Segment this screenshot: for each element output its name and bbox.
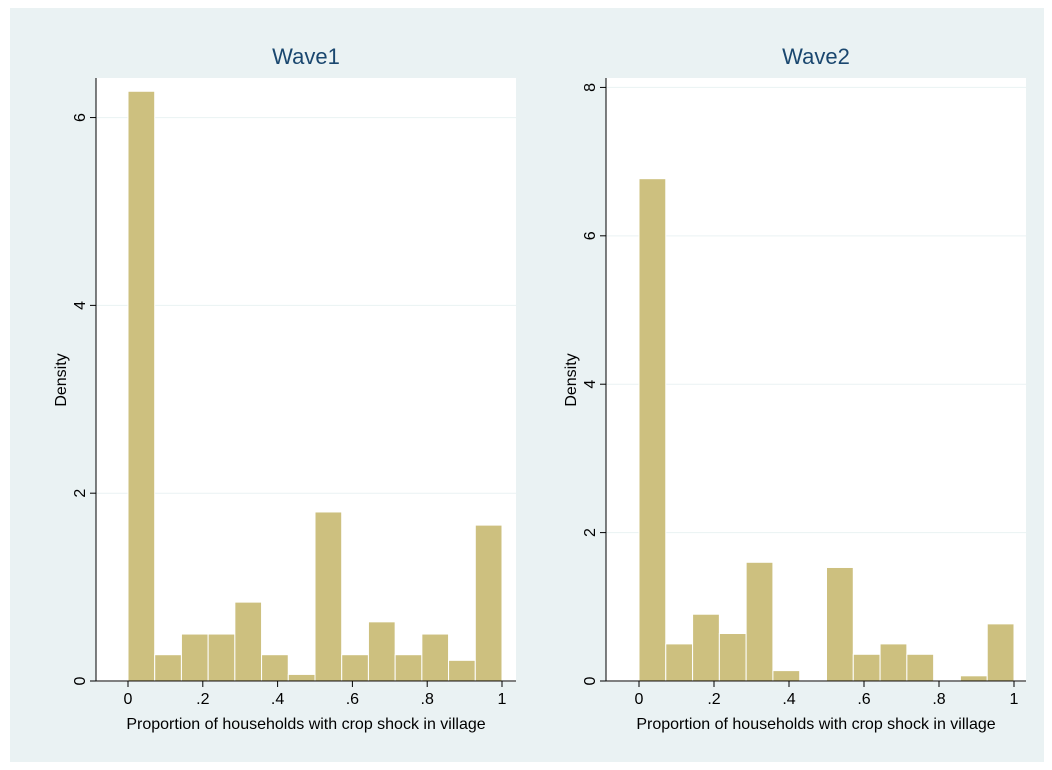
y-tick-label-wave2-4: 8 — [582, 83, 599, 92]
bar-wave1-10 — [394, 654, 423, 682]
x-tick-label-wave2-2: .4 — [782, 691, 795, 708]
y-tick-label-wave1-3: 6 — [72, 113, 89, 122]
plot-area-wave2 — [606, 78, 1026, 682]
x-tick-label-wave1-5: 1 — [498, 691, 507, 708]
bar-wave1-13 — [474, 524, 503, 682]
bar-wave2-2 — [692, 613, 720, 682]
y-tick-label-wave2-3: 6 — [582, 231, 599, 240]
x-tick-label-wave2-5: 1 — [1010, 691, 1019, 708]
x-axis-label-wave2: Proportion of households with crop shock… — [636, 716, 995, 733]
y-tick-label-wave2-0: 0 — [582, 676, 599, 685]
bar-wave2-3 — [718, 633, 747, 682]
bar-wave1-3 — [207, 633, 236, 682]
bar-wave1-6 — [287, 673, 316, 682]
y-axis-label-wave1: Density — [53, 353, 70, 406]
bar-wave2-7 — [826, 566, 854, 682]
x-tick-label-wave1-0: 0 — [124, 691, 133, 708]
bar-wave1-12 — [448, 659, 476, 682]
y-tick-label-wave2-2: 4 — [582, 380, 599, 389]
bar-wave1-11 — [421, 633, 450, 682]
bar-wave2-1 — [665, 643, 694, 682]
x-tick-label-wave2-4: .8 — [932, 691, 945, 708]
y-tick-label-wave1-0: 0 — [72, 676, 89, 685]
y-tick-label-wave2-1: 2 — [582, 528, 599, 537]
bars-wave1 — [127, 90, 503, 682]
bar-wave1-0 — [127, 90, 156, 682]
bar-wave1-4 — [234, 601, 263, 682]
axes-wave1: 0 2 4 6 0 .2 .4 .6 .8 1 — [72, 78, 516, 708]
y-axis-label-wave2: Density — [563, 353, 580, 406]
bar-wave2-10 — [906, 653, 935, 682]
panel-title-wave1: Wave1 — [272, 44, 340, 69]
bar-wave2-4 — [745, 561, 774, 682]
bar-wave1-7 — [314, 511, 343, 682]
bar-wave2-12 — [959, 675, 988, 682]
x-tick-label-wave2-0: 0 — [635, 691, 644, 708]
bar-wave1-2 — [180, 633, 209, 682]
bar-wave1-9 — [367, 621, 396, 682]
panel-wave1: 0 2 4 6 0 .2 .4 .6 .8 1 Wave1 Proportion of house… — [53, 44, 516, 733]
gridlines-wave1 — [96, 117, 516, 494]
panel-title-wave2: Wave2 — [782, 44, 850, 69]
bar-wave1-8 — [341, 654, 369, 682]
bar-wave2-13 — [986, 623, 1015, 682]
bar-wave2-5 — [772, 670, 801, 682]
bar-wave2-9 — [879, 643, 908, 682]
x-tick-label-wave2-3: .6 — [857, 691, 870, 708]
plot-area-wave1 — [96, 78, 516, 682]
y-tick-label-wave1-1: 2 — [72, 489, 89, 498]
bar-wave2-0 — [638, 178, 667, 682]
axes-wave2: 0 2 4 6 8 0 .2 .4 .6 .8 1 — [582, 78, 1026, 708]
bar-wave1-1 — [154, 654, 182, 682]
x-tick-label-wave2-1: .2 — [707, 691, 720, 708]
y-tick-label-wave1-2: 4 — [72, 301, 89, 310]
bar-wave2-8 — [852, 653, 881, 682]
x-tick-label-wave1-1: .2 — [196, 691, 209, 708]
x-axis-label-wave1: Proportion of households with crop shock… — [126, 716, 485, 733]
x-tick-label-wave1-4: .8 — [421, 691, 434, 708]
panel-wave2: 0 2 4 6 8 0 .2 .4 .6 .8 1 Wave2 Proportion of hous… — [563, 44, 1026, 733]
gridlines-wave2 — [606, 86, 1026, 534]
x-tick-label-wave1-2: .4 — [271, 691, 284, 708]
x-tick-label-wave1-3: .6 — [346, 691, 359, 708]
bar-wave1-5 — [261, 654, 289, 682]
